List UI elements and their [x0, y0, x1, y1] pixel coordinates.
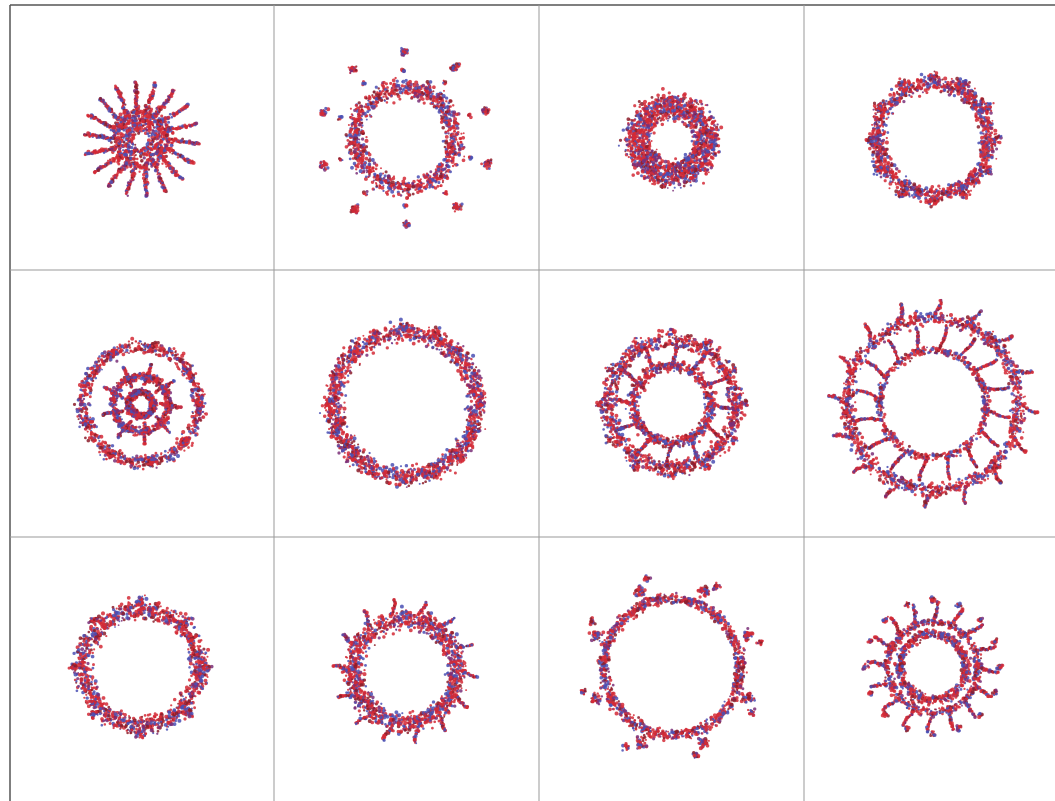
- panel-5-double-ring-with-dense-core: [72, 336, 208, 471]
- structure-panels: [67, 46, 1040, 759]
- panel-2-ring-with-satellite-clusters: [318, 46, 493, 229]
- panel-3-dense-small-ring: [617, 87, 724, 192]
- panel-grid-lines: [9, 4, 1055, 801]
- panel-10-ring-with-short-spikes: [331, 597, 480, 745]
- panel-4-lobed-ring: [864, 70, 1003, 209]
- panel-9-lobed-ring: [67, 594, 214, 740]
- panel-11-ring-with-large-lobes: [579, 574, 764, 759]
- panel-7-double-ring: [594, 327, 749, 481]
- panel-1-spiky-sunburst: [82, 80, 201, 198]
- panel-8-sparse-double-ring: [827, 298, 1040, 509]
- panel-6-large-thick-ring: [318, 317, 487, 489]
- panel-12-ring-with-branched-spikes: [861, 595, 1005, 738]
